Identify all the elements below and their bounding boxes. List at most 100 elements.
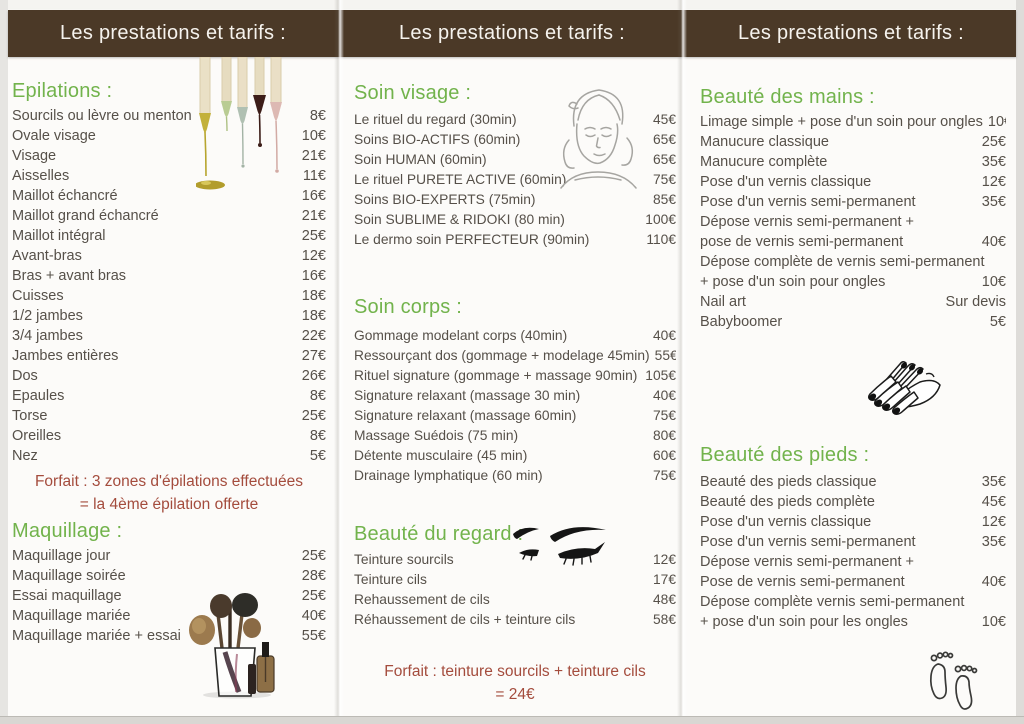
menu-item-row: Maquillage jour 25€ [12,546,326,566]
item-label: Maquillage jour [12,548,111,564]
scan-edge-right [1016,0,1024,724]
item-price: 65€ [652,132,676,147]
item-label: Maquillage mariée + essai [12,628,181,644]
menu-item-row: Limage simple + pose d'un soin pour ongl… [700,112,1006,132]
menu-item-row: Manucure complète 35€ [700,152,1006,172]
scan-edge-top [0,0,1024,9]
menu-item-row: Aisselles 11€ [12,166,326,186]
item-label: pose de vernis semi-permanent [700,234,904,250]
menu-item-row: pose de vernis semi-permanent 40€ [700,232,1006,252]
item-label: Maquillage mariée [12,608,131,624]
menu-item-row: Cuisses 18€ [12,286,326,306]
item-price: 11€ [302,168,326,184]
section-title-beaute-mains: Beauté des mains : [700,86,875,108]
item-price: 40€ [652,328,676,343]
soin-corps-price-list: Gommage modelant corps (40min) 40€ Ressour… [354,326,676,486]
item-label: Le rituel PURETE ACTIVE (60min) [354,172,567,187]
item-label: 1/2 jambes [12,308,83,324]
menu-item-row: Soin HUMAN (60min) 65€ [354,150,676,170]
menu-item-row: Avant-bras 12€ [12,246,326,266]
section-title-beaute-pieds: Beauté des pieds : [700,444,870,466]
item-price: 85€ [652,192,676,207]
epilations-forfait-note: Forfait : 3 zones d'épilations effectuée… [12,470,326,516]
item-label: Détente musculaire (45 min) [354,448,528,463]
item-price: 8€ [309,108,326,124]
beaute-mains-price-list: Limage simple + pose d'un soin pour ongl… [700,112,1006,332]
makeup-brushes-icon [189,593,275,699]
item-price: 8€ [309,428,326,444]
menu-item-row: Soin SUBLIME & RIDOKI (80 min) 100€ [354,210,676,230]
item-price: 25€ [981,134,1006,150]
item-price: 21€ [301,148,326,164]
item-price: 10€ [987,114,1006,130]
item-label: Drainage lymphatique (60 min) [354,468,543,483]
item-price: 25€ [301,588,326,604]
item-label: Epaules [12,388,65,404]
epilations-price-list: Sourcils ou lèvre ou menton 8€ Ovale visag… [12,106,326,466]
menu-item-row: Visage 21€ [12,146,326,166]
section-title-epilations: Epilations : [12,80,113,102]
menu-item-row: Dépose complète de vernis semi-permanent [700,252,1006,272]
item-label: Pose d'un vernis classique [700,514,872,530]
item-label: Maquillage soirée [12,568,126,584]
item-label: Gommage modelant corps (40min) [354,328,568,343]
forfait-note-line: Forfait : 3 zones d'épilations effectuée… [34,473,304,490]
item-label: Essai maquillage [12,588,122,604]
item-price: 27€ [301,348,326,364]
menu-item-row: Essai maquillage 25€ [12,586,326,606]
maquillage-price-list: Maquillage jour 25€ Maquillage soirée 28€ Es… [12,546,326,646]
item-label: Réhaussement de cils + teinture cils [354,612,576,627]
item-price: 80€ [652,428,676,443]
item-price: 35€ [981,154,1006,170]
menu-item-row: Nez 5€ [12,446,326,466]
menu-item-row: 1/2 jambes 18€ [12,306,326,326]
item-price: 16€ [301,268,326,284]
menu-item-row: Dépose vernis semi-permanent + [700,212,1006,232]
item-label: Soins BIO-EXPERTS (75min) [354,192,536,207]
menu-item-row: Rehaussement de cils 48€ [354,590,676,610]
item-price: 22€ [301,328,326,344]
item-label: Maillot intégral [12,228,106,244]
scan-edge-bottom [0,716,1024,724]
item-label: Dépose complète vernis semi-permanent [700,594,965,610]
item-price: 58€ [652,612,676,627]
item-price: 45€ [981,494,1006,510]
item-price: 26€ [301,368,326,384]
item-label: Rituel signature (gommage + massage 90mi… [354,368,638,383]
item-label: Soin SUBLIME & RIDOKI (80 min) [354,212,565,227]
menu-item-row: Réhaussement de cils + teinture cils 58€ [354,610,676,630]
item-label: Sourcils ou lèvre ou menton [12,108,192,124]
eyebrows-lashes-icon [513,527,606,566]
item-price: 18€ [301,288,326,304]
item-price: 5€ [989,314,1006,330]
section-title-soin-corps: Soin corps : [354,296,463,318]
item-label: Limage simple + pose d'un soin pour ongl… [700,114,983,130]
menu-item-row: Dépose vernis semi-permanent + [700,552,1006,572]
item-price: 110€ [646,232,676,247]
menu-item-row: Le rituel PURETE ACTIVE (60min) 75€ [354,170,676,190]
item-price: 25€ [301,548,326,564]
item-label: + pose d'un soin pour ongles [700,274,886,290]
item-price: 8€ [309,388,326,404]
menu-item-row: Maquillage mariée 40€ [12,606,326,626]
menu-item-row: Nail art Sur devis [700,292,1006,312]
item-label: Signature relaxant (massage 60min) [354,408,577,423]
menu-item-row: Le rituel du regard (30min) 45€ [354,110,676,130]
forfait-note-line: = la 4ème épilation offerte [79,496,259,513]
item-label: Pose de vernis semi-permanent [700,574,905,590]
item-price: 45€ [652,112,676,127]
item-price: 12€ [981,174,1006,190]
item-price: 40€ [301,608,326,624]
item-label: Ovale visage [12,128,96,144]
item-price: 48€ [652,592,676,607]
item-label: Dos [12,368,38,384]
beaute-regard-price-list: Teinture sourcils 12€ Teinture cils 17€ Reha… [354,550,676,630]
item-price: 40€ [652,388,676,403]
item-label: Babyboomer [700,314,783,330]
item-price: 25€ [301,408,326,424]
menu-item-row: Oreilles 8€ [12,426,326,446]
item-price: 21€ [301,208,326,224]
menu-item-row: Bras + avant bras 16€ [12,266,326,286]
manicured-hands-icon [867,360,941,415]
